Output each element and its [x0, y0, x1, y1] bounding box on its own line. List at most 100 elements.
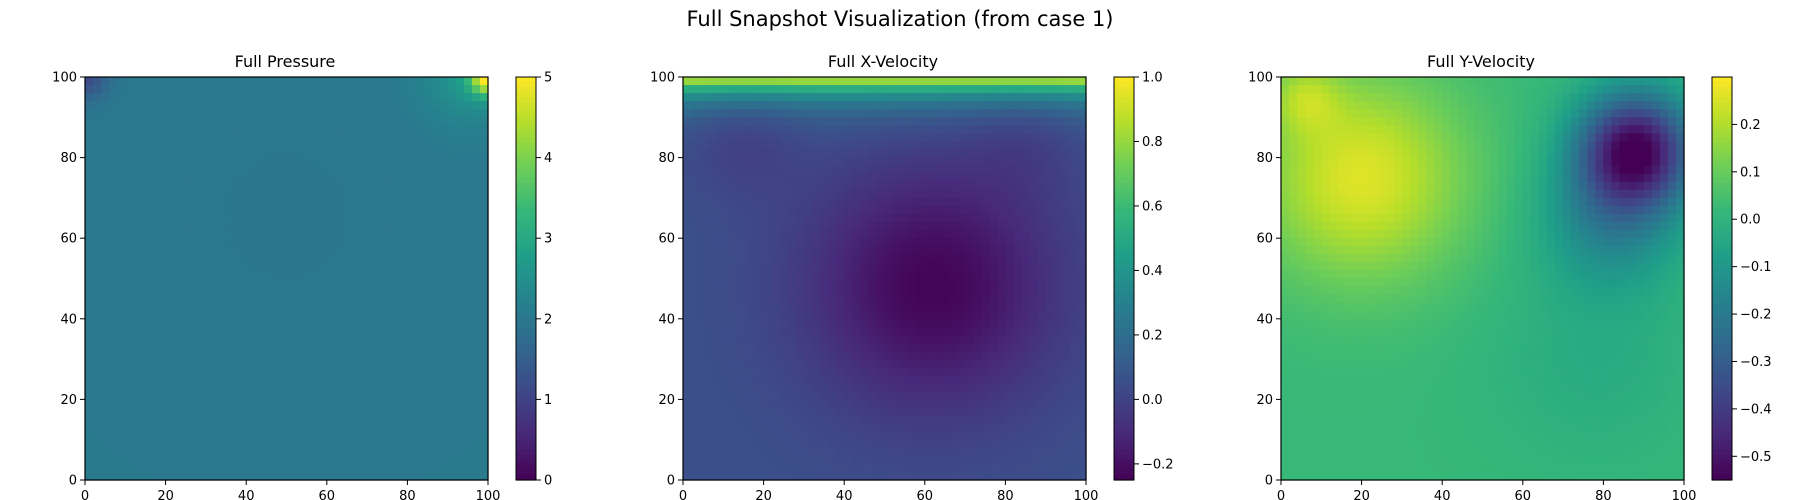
heatmap-cell [463, 383, 473, 392]
heatmap-cell [463, 165, 473, 175]
heatmap-cell [1053, 77, 1063, 86]
heatmap-cell [957, 423, 966, 433]
heatmap-cell [989, 286, 998, 296]
heatmap-cell [868, 133, 878, 143]
colorbar-segment [516, 338, 536, 345]
heatmap-cell [141, 286, 151, 296]
heatmap-cell [795, 238, 805, 247]
heatmap-cell [908, 101, 918, 110]
heatmap-cell [707, 173, 716, 183]
heatmap-cell [916, 447, 926, 457]
heatmap-cell [868, 294, 878, 304]
y-tick-label: 0 [69, 474, 77, 489]
heatmap-cell [133, 310, 143, 320]
heatmap-cell [101, 173, 110, 183]
heatmap-cell [715, 375, 724, 384]
heatmap-cell [141, 189, 151, 199]
heatmap-cell [1029, 254, 1039, 263]
heatmap-cell [391, 342, 400, 352]
heatmap-cell [723, 181, 732, 191]
heatmap-cell [1045, 383, 1055, 392]
heatmap-cell [803, 302, 813, 312]
heatmap-cell [739, 415, 749, 425]
heatmap-cell [213, 214, 223, 223]
heatmap-cell [771, 423, 781, 433]
heatmap-cell [683, 101, 692, 110]
heatmap-cell [1045, 230, 1055, 239]
heatmap-cell [932, 294, 942, 304]
heatmap-cell [463, 359, 473, 368]
heatmap-cell [755, 447, 765, 457]
heatmap-cell [399, 463, 408, 473]
heatmap-cell [439, 85, 449, 94]
heatmap-cell [254, 294, 263, 304]
y-tick-label: 60 [60, 232, 77, 247]
heatmap-cell [957, 334, 966, 344]
heatmap-cell [965, 302, 974, 312]
heatmap-cell [811, 270, 821, 280]
heatmap-cell [1069, 149, 1079, 159]
heatmap-cell [391, 415, 400, 425]
heatmap-cell [109, 351, 118, 360]
heatmap-cell [141, 157, 151, 167]
heatmap-cell [892, 246, 902, 255]
heatmap-cell [811, 423, 821, 433]
heatmap-cell [149, 77, 159, 86]
heatmap-cell [423, 351, 433, 360]
heatmap-cell [989, 375, 998, 384]
heatmap-cell [948, 399, 958, 409]
heatmap-cell [683, 375, 692, 384]
x-tick-label: 0 [81, 489, 89, 500]
axes-frame [84, 76, 489, 481]
heatmap-cell [811, 222, 821, 231]
heatmap-cell [828, 254, 837, 263]
heatmap-cell [1029, 214, 1039, 223]
heatmap-cell [213, 133, 223, 143]
heatmap-cell [391, 181, 400, 191]
heatmap-cell [342, 238, 352, 247]
heatmap-cell [391, 262, 400, 272]
heatmap-cell [117, 463, 126, 473]
heatmap-cell [181, 181, 191, 191]
heatmap-cell [828, 318, 837, 328]
heatmap-cell [375, 342, 384, 352]
heatmap-cell [157, 230, 167, 239]
heatmap-cell [165, 157, 175, 167]
heatmap-cell [795, 302, 805, 312]
heatmap-cell [254, 351, 263, 360]
heatmap-cell [1013, 238, 1023, 247]
heatmap-cell [965, 125, 974, 135]
heatmap-cell [795, 262, 805, 272]
heatmap-cell [828, 455, 837, 465]
heatmap-cell [213, 181, 223, 191]
heatmap-cell [286, 415, 296, 425]
heatmap-cell [213, 310, 223, 320]
heatmap-cell [691, 423, 700, 433]
heatmap-cell [302, 471, 312, 481]
heatmap-cell [270, 439, 280, 449]
heatmap-cell [868, 149, 878, 159]
heatmap-cell [763, 407, 773, 417]
heatmap-cell [318, 342, 328, 352]
heatmap-cell [1053, 173, 1063, 183]
heatmap-cell [731, 77, 741, 86]
heatmap-cell [173, 125, 183, 135]
heatmap-cell [471, 246, 481, 255]
heatmap-cell [439, 471, 449, 481]
heatmap-cell [876, 85, 886, 94]
heatmap-cell [431, 439, 441, 449]
heatmap-cell [691, 141, 700, 151]
heatmap-cell [302, 77, 312, 86]
heatmap-cell [439, 157, 449, 167]
heatmap-cell [238, 439, 247, 449]
heatmap-cell [246, 222, 255, 231]
heatmap-cell [755, 173, 765, 183]
heatmap-cell [908, 93, 918, 102]
heatmap-cell [133, 125, 143, 135]
heatmap-cell [884, 431, 894, 441]
heatmap-cell [326, 431, 336, 441]
heatmap-cell [399, 326, 408, 336]
heatmap-cell [981, 254, 990, 263]
heatmap-cell [852, 278, 861, 288]
heatmap-cell [787, 101, 797, 110]
